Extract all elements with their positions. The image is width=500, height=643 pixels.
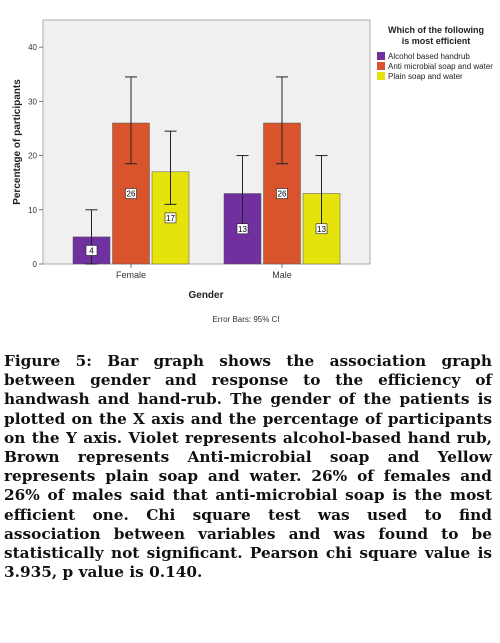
data-label: 13 <box>317 225 326 234</box>
legend-entry-label: Anti microbial soap and water <box>388 62 493 71</box>
x-tick-label: Female <box>116 270 146 280</box>
x-axis-title: Gender <box>188 290 223 301</box>
data-label: 26 <box>127 190 136 199</box>
figure-caption: Figure 5: Bar graph shows the associatio… <box>4 352 492 582</box>
data-label-box <box>85 245 98 256</box>
legend-entry-label: Plain soap and water <box>388 72 463 81</box>
legend-swatch <box>377 52 385 60</box>
y-tick-label: 30 <box>28 97 37 106</box>
data-label: 13 <box>238 225 247 234</box>
legend-swatch <box>377 62 385 70</box>
chart-svg: 0 10 20 30 40 Female 4 26 17 Male 13 26 13 Percentag… <box>12 19 493 324</box>
y-tick-label: 40 <box>28 43 37 52</box>
data-label-box <box>125 188 137 199</box>
data-label: 4 <box>89 246 94 255</box>
data-label: 17 <box>166 214 175 223</box>
data-label-box <box>164 212 177 224</box>
x-tick-label: Male <box>272 270 292 280</box>
y-tick-label: 20 <box>28 152 37 161</box>
data-label-box <box>276 188 288 199</box>
bar-chart: 0 10 20 30 40 Female 4 26 17 Male 13 26 13 Percentag… <box>12 19 493 324</box>
y-axis-title: Percentage of participants <box>12 79 23 205</box>
error-bars-note: Error Bars: 95% CI <box>212 315 279 324</box>
legend-entry-label: Alcohol based handrub <box>388 52 470 61</box>
y-tick-label: 10 <box>28 206 37 215</box>
data-label: 26 <box>278 190 287 199</box>
legend: Which of the following is most efficient… <box>377 25 493 81</box>
y-tick-label: 0 <box>33 260 38 269</box>
legend-swatch <box>377 72 385 80</box>
data-label-box <box>236 223 249 235</box>
legend-title-line-2: is most efficient <box>402 36 471 46</box>
data-label-box <box>315 223 328 235</box>
legend-title-line-1: Which of the following <box>388 25 484 35</box>
